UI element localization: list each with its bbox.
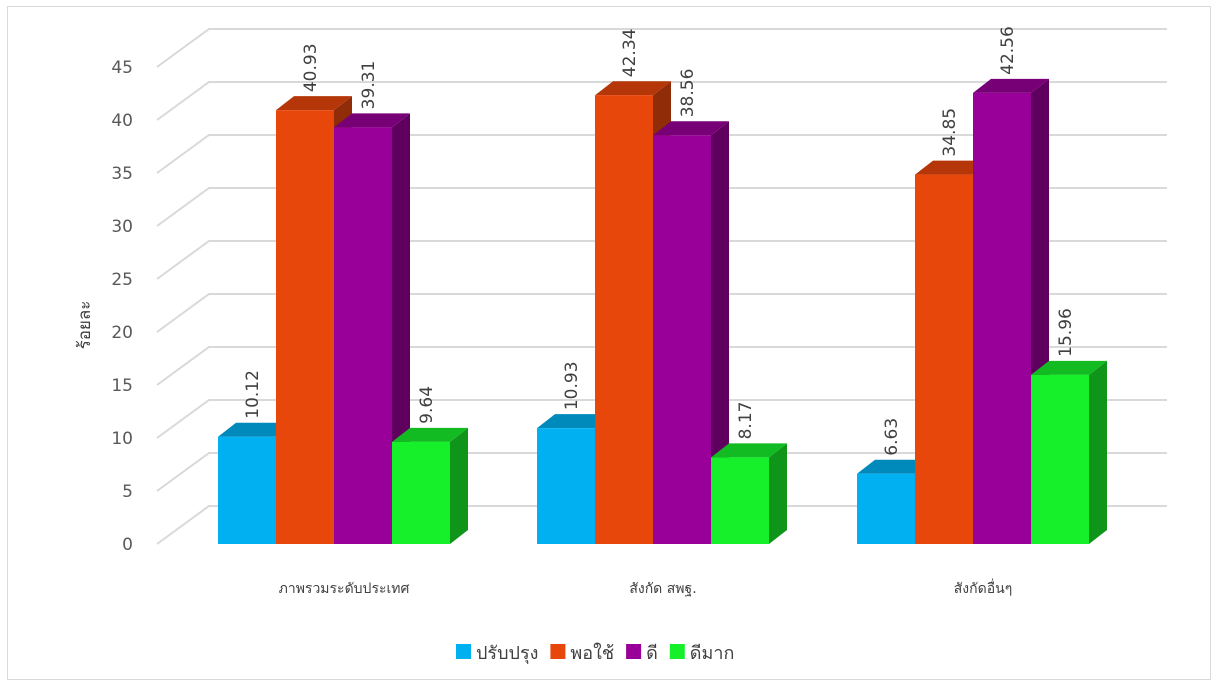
bar — [1031, 360, 1107, 544]
legend-label: พอใช้ — [570, 642, 614, 664]
y-tick-label: 15 — [111, 376, 133, 396]
y-tick-label: 45 — [111, 58, 133, 78]
data-label-layer: 10.12 10.93 6.63 40.93 42.34 34.85 39.31 38.56 4… — [243, 26, 1076, 456]
y-tick-label: 25 — [111, 270, 133, 290]
data-label: 9.64 — [417, 386, 437, 424]
data-label: 10.12 — [243, 370, 263, 419]
legend-item: ดี — [626, 643, 658, 664]
data-label: 42.34 — [620, 29, 640, 78]
data-label: 34.85 — [940, 108, 960, 157]
bar — [392, 427, 468, 544]
bar-front-face — [711, 457, 769, 544]
bar-side-face — [769, 443, 787, 544]
gridline — [156, 240, 1167, 280]
data-label: 10.93 — [562, 361, 582, 410]
y-tick-label: 30 — [111, 217, 133, 237]
data-label: 38.56 — [678, 69, 698, 118]
gridline — [156, 293, 1167, 333]
bar-front-face — [276, 110, 334, 544]
y-axis-ticks: 0 5 10 15 20 25 30 35 40 45 — [111, 58, 133, 555]
legend: ปรับปรุง พอใช้ ดี ดีมาก — [456, 642, 734, 664]
bar-side-face — [1089, 360, 1107, 544]
y-tick-label: 0 — [122, 535, 133, 555]
bar — [653, 121, 729, 544]
chart-frame: 0 5 10 15 20 25 30 35 40 45 ร้อยละ 10.12 10.93 6.63… — [7, 6, 1211, 680]
bar-top-face — [392, 427, 468, 442]
legend-swatch — [550, 644, 566, 659]
bar-front-face — [915, 174, 973, 544]
bar-side-face — [711, 121, 729, 544]
gridline — [156, 81, 1167, 121]
bar-front-face — [537, 428, 595, 544]
chart-svg: 0 5 10 15 20 25 30 35 40 45 ร้อยละ 10.12 10.93 6.63… — [75, 26, 1167, 664]
data-label: 15.96 — [1056, 308, 1076, 357]
bar-top-face — [537, 414, 613, 429]
x-category-label: สังกัดอื่นๆ — [954, 579, 1012, 597]
bar-top-face — [915, 160, 991, 175]
x-category-label: ภาพรวมระดับประเทศ — [279, 581, 410, 597]
legend-label: ดี — [646, 643, 658, 664]
legend-swatch — [669, 644, 685, 659]
bar-front-face — [653, 135, 711, 544]
legend-item: ปรับปรุง — [456, 643, 538, 664]
legend-item: พอใช้ — [550, 642, 614, 664]
bar-top-face — [595, 81, 671, 96]
bar-front-face — [973, 92, 1031, 544]
grid-layer — [156, 28, 1167, 545]
bar-top-face — [973, 78, 1049, 93]
gridline — [156, 134, 1167, 174]
bar-front-face — [392, 441, 450, 544]
legend-item: ดีมาก — [669, 643, 735, 664]
gridline — [156, 346, 1167, 386]
bar-top-face — [218, 422, 294, 437]
legend-swatch — [626, 644, 642, 659]
data-label: 8.17 — [736, 402, 756, 440]
bar — [711, 443, 787, 544]
data-label: 39.31 — [359, 61, 379, 110]
bar-top-face — [276, 96, 352, 111]
bar-top-face — [1031, 360, 1107, 375]
data-label: 6.63 — [882, 418, 902, 456]
legend-label: ปรับปรุง — [476, 643, 538, 664]
bar-front-face — [218, 436, 276, 544]
gridline — [156, 399, 1167, 439]
bar-top-face — [711, 443, 787, 458]
bar-front-face — [857, 473, 915, 544]
bar-front-face — [1031, 374, 1089, 544]
data-label: 40.93 — [301, 43, 321, 92]
data-label: 42.56 — [998, 26, 1018, 75]
bar-layer — [218, 78, 1107, 545]
legend-swatch — [456, 644, 471, 659]
bar-front-face — [595, 95, 653, 545]
x-axis-categories: ภาพรวมระดับประเทศ สังกัด สพฐ. สังกัดอื่นๆ — [279, 579, 1013, 597]
y-tick-label: 20 — [111, 323, 133, 343]
gridline — [156, 28, 1167, 68]
gridline — [156, 505, 1167, 545]
y-tick-label: 10 — [111, 429, 133, 449]
y-tick-label: 5 — [122, 482, 133, 502]
legend-label: ดีมาก — [690, 643, 735, 664]
bar-top-face — [857, 459, 933, 474]
bar-top-face — [334, 113, 410, 128]
y-axis-label: ร้อยละ — [75, 301, 95, 350]
bar-side-face — [450, 427, 468, 544]
gridline — [156, 452, 1167, 492]
x-category-label: สังกัด สพฐ. — [629, 581, 696, 597]
gridline — [156, 187, 1167, 227]
y-tick-label: 40 — [111, 111, 133, 131]
bar-top-face — [653, 121, 729, 136]
y-tick-label: 35 — [111, 164, 133, 184]
bar-front-face — [334, 127, 392, 545]
